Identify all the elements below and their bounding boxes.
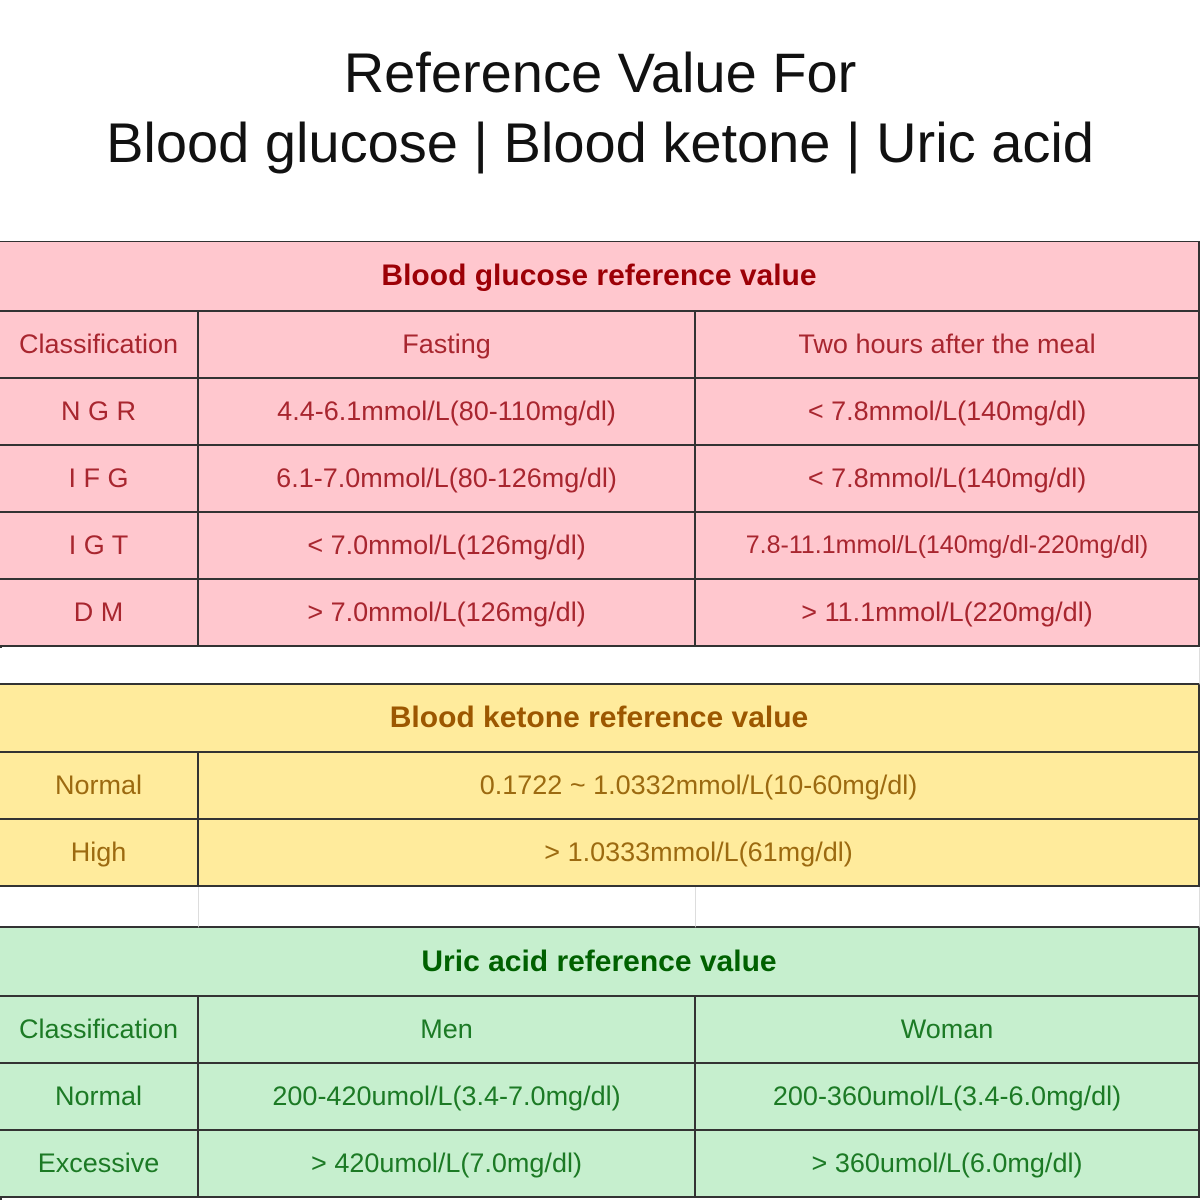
table-cell: > 1.0333mmol/L(61mg/dl): [199, 820, 1200, 887]
table-cell: Normal: [0, 1064, 199, 1131]
section-title: Uric acid reference value: [0, 928, 1200, 997]
table-cell: > 360umol/L(6.0mg/dl): [696, 1131, 1200, 1198]
table-cell: Classification: [0, 312, 199, 379]
table-cell: 6.1-7.0mmol/L(80-126mg/dl): [199, 446, 696, 513]
table-cell: Fasting: [199, 312, 696, 379]
table-cell: > 7.0mmol/L(126mg/dl): [199, 580, 696, 647]
table-cell: I G T: [0, 513, 199, 580]
section-title: Blood ketone reference value: [0, 685, 1200, 753]
blank-cell: [696, 887, 1200, 928]
table-cell: Men: [199, 997, 696, 1064]
table-cell: > 420umol/L(7.0mg/dl): [199, 1131, 696, 1198]
table-cell: < 7.8mmol/L(140mg/dl): [696, 446, 1200, 513]
table-cell: D M: [0, 580, 199, 647]
section-title: Blood glucose reference value: [0, 242, 1200, 312]
table-cell: 4.4-6.1mmol/L(80-110mg/dl): [199, 379, 696, 446]
table-cell: I F G: [0, 446, 199, 513]
table-cell: 200-360umol/L(3.4-6.0mg/dl): [696, 1064, 1200, 1131]
blank-cell: [199, 887, 696, 928]
table-cell: Excessive: [0, 1131, 199, 1198]
table-cell: Two hours after the meal: [696, 312, 1200, 379]
table-cell: 200-420umol/L(3.4-7.0mg/dl): [199, 1064, 696, 1131]
title-line: Reference Value For: [343, 41, 857, 104]
table-cell: 0.1722 ~ 1.0332mmol/L(10-60mg/dl): [199, 753, 1200, 820]
table-cell: < 7.0mmol/L(126mg/dl): [199, 513, 696, 580]
table-cell: N G R: [0, 379, 199, 446]
blank-row: [0, 648, 1200, 685]
table-cell: 7.8-11.1mmol/L(140mg/dl-220mg/dl): [696, 513, 1200, 580]
table-cell: Woman: [696, 997, 1200, 1064]
table-cell: High: [0, 820, 199, 887]
table-cell: > 11.1mmol/L(220mg/dl): [696, 580, 1200, 647]
table-cell: < 7.8mmol/L(140mg/dl): [696, 379, 1200, 446]
title-line: Blood glucose | Blood ketone | Uric acid: [106, 111, 1094, 174]
table-cell: Classification: [0, 997, 199, 1064]
blank-cell: [0, 887, 199, 928]
table-cell: Normal: [0, 753, 199, 820]
